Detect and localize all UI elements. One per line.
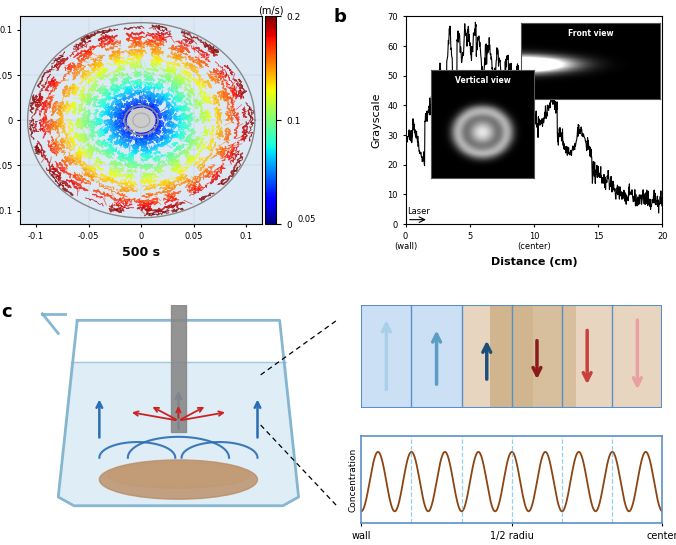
X-axis label: 500 s: 500 s xyxy=(122,246,160,259)
X-axis label: Distance (cm): Distance (cm) xyxy=(491,257,577,267)
Ellipse shape xyxy=(99,460,258,499)
Title: (m/s): (m/s) xyxy=(258,5,283,16)
Text: Laser: Laser xyxy=(407,207,430,216)
Bar xyxy=(490,305,533,408)
Bar xyxy=(170,305,187,432)
Bar xyxy=(533,305,577,408)
Polygon shape xyxy=(58,362,299,506)
Text: b: b xyxy=(334,8,347,26)
Y-axis label: Concentration: Concentration xyxy=(348,447,357,512)
Text: c: c xyxy=(1,303,12,321)
Text: 0.05: 0.05 xyxy=(297,215,316,224)
Bar xyxy=(462,305,662,408)
Circle shape xyxy=(128,108,155,132)
Y-axis label: Grayscale: Grayscale xyxy=(372,93,382,148)
Ellipse shape xyxy=(107,462,249,488)
